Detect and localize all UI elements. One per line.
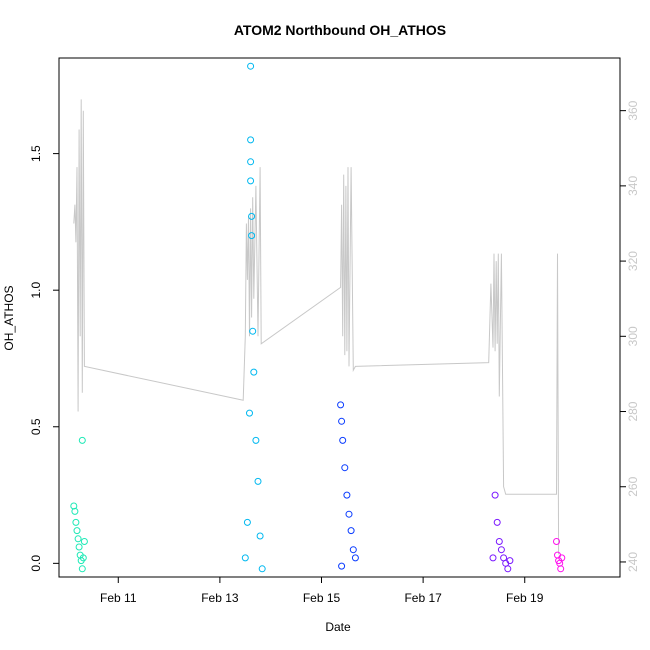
data-point (493, 518, 501, 526)
data-point (341, 464, 349, 472)
data-point (246, 409, 253, 417)
data-point (79, 554, 87, 562)
series-1 (70, 436, 88, 573)
data-point (504, 565, 512, 573)
data-point (254, 477, 262, 485)
data-point (78, 565, 86, 573)
x-tick-label: Feb 15 (303, 591, 341, 605)
secondary-y-tick-label: 340 (626, 176, 640, 196)
data-point (349, 546, 357, 554)
secondary-y-axis: 240 260 280 300 320 340 360 (620, 100, 640, 572)
data-point (247, 177, 255, 185)
data-point (243, 518, 251, 526)
data-point (72, 518, 80, 526)
data-point (338, 417, 346, 425)
secondary-y-tick-label: 300 (626, 326, 640, 346)
data-point (247, 158, 255, 166)
data-point (78, 436, 86, 444)
data-point (558, 554, 566, 562)
data-point (553, 538, 560, 545)
data-point (80, 538, 88, 545)
y-axis: 0.0 0.5 1.0 1.5 (29, 145, 59, 572)
altitude-line-layer (73, 99, 560, 555)
altitude-line (73, 99, 560, 555)
series-3 (337, 401, 359, 570)
data-point (489, 554, 497, 562)
data-point (73, 527, 81, 535)
x-tick-label: Feb 19 (506, 591, 544, 605)
x-tick-label: Feb 13 (201, 591, 239, 605)
data-point (337, 401, 345, 409)
x-tick-label: Feb 17 (404, 591, 442, 605)
data-point (258, 565, 266, 573)
data-point (347, 527, 355, 535)
secondary-y-tick-label: 280 (626, 401, 640, 421)
series-4 (489, 491, 514, 573)
secondary-y-tick-label: 260 (626, 476, 640, 496)
chart-title: ATOM2 Northbound OH_ATHOS (234, 22, 446, 38)
y-tick-label: 1.0 (29, 282, 43, 299)
data-point (241, 554, 249, 562)
data-point (343, 491, 351, 499)
x-axis: Feb 11 Feb 13 Feb 15 Feb 17 Feb 19 (100, 577, 544, 605)
data-point (345, 510, 353, 518)
points-layer (70, 62, 566, 573)
series-2 (241, 62, 266, 573)
data-point (71, 507, 79, 515)
data-point (249, 327, 257, 335)
data-point (491, 491, 499, 499)
y-tick-label: 0.5 (29, 418, 43, 435)
data-point (506, 557, 514, 565)
data-point (338, 562, 346, 570)
secondary-y-tick-label: 360 (626, 100, 640, 120)
data-point (256, 532, 264, 540)
y-tick-label: 0.0 (29, 555, 43, 572)
data-point (497, 546, 505, 554)
data-point (74, 535, 82, 543)
data-point (75, 543, 83, 551)
secondary-y-tick-label: 240 (626, 552, 640, 572)
y-tick-label: 1.5 (29, 145, 43, 162)
data-point (339, 436, 347, 444)
data-point (248, 232, 256, 240)
x-axis-label: Date (325, 620, 351, 634)
data-point (495, 538, 503, 545)
y-axis-label: OH_ATHOS (2, 285, 16, 350)
data-point (351, 554, 359, 562)
data-point (247, 62, 255, 70)
data-point (247, 136, 255, 144)
plot-frame (58, 57, 621, 578)
x-tick-label: Feb 11 (100, 591, 137, 605)
data-point (557, 565, 565, 573)
data-point (554, 551, 561, 559)
series-5 (553, 538, 566, 573)
data-point (250, 368, 258, 376)
data-point (252, 436, 260, 444)
secondary-y-tick-label: 320 (626, 251, 640, 271)
data-point (248, 212, 256, 220)
